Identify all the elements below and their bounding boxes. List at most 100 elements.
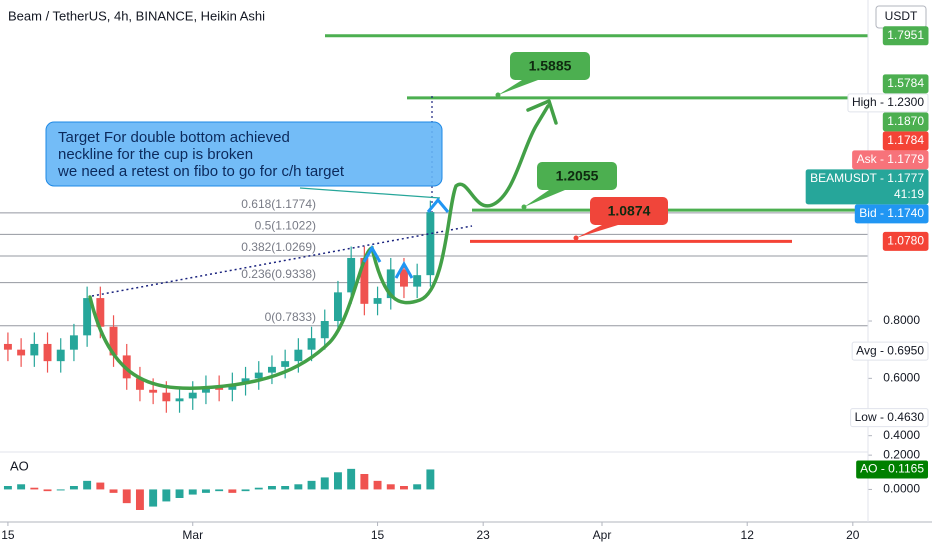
blue-arrow — [362, 244, 382, 263]
y-tick-label: 0.4000 — [883, 428, 920, 442]
callout-anchor — [573, 235, 579, 241]
candle-body — [254, 372, 263, 379]
indicator-bar — [109, 489, 118, 493]
indicator-bar — [43, 489, 52, 492]
candle-body — [228, 384, 237, 390]
indicator-bar — [96, 482, 105, 490]
x-tick-label: 23 — [476, 528, 490, 542]
candle-body — [347, 257, 356, 293]
indicator-value-label: AO - 0.1165 — [860, 462, 924, 476]
callout-box — [590, 197, 668, 225]
indicator-bar — [201, 489, 210, 493]
candle-body — [43, 343, 52, 362]
under-layer: 0.618(1.1774) 0.5(1.1022) 0.382(1.0269) 0.2… — [0, 34, 872, 526]
candle-body — [294, 349, 303, 362]
candle-body — [188, 392, 197, 399]
callout-label: 1.5885 — [529, 58, 572, 74]
price-label-box — [882, 74, 929, 94]
price-label: 1.1870 — [887, 114, 924, 128]
price-label: BEAMUSDT - 1.1777 — [810, 171, 924, 185]
note-line: neckline for the cup is broken — [58, 146, 253, 163]
indicator-bar — [122, 489, 131, 504]
candle-body — [267, 366, 276, 373]
callout-anchor — [495, 92, 501, 98]
fib-label: 0(0.7833) — [265, 310, 316, 324]
candle-body — [69, 335, 78, 350]
x-tick-label: 15 — [1, 528, 15, 542]
callout-label: 1.2055 — [556, 168, 599, 184]
indicator-bar — [69, 486, 78, 490]
price-label-box — [847, 93, 929, 113]
indicator-bar — [294, 484, 303, 490]
price-label-box — [805, 169, 929, 205]
indicator-bar — [333, 472, 342, 490]
price-label: 1.7951 — [887, 28, 924, 42]
callout-label: 1.0874 — [608, 203, 651, 219]
price-countdown: 41:19 — [894, 187, 924, 201]
indicator-bar — [56, 489, 65, 491]
indicator-bar — [17, 484, 26, 490]
candle-body — [281, 361, 290, 367]
price-label: Bid - 1.1740 — [859, 206, 924, 220]
indicator-bar — [426, 469, 435, 490]
price-label: Low - 0.4630 — [855, 410, 925, 424]
indicator-bar — [281, 486, 290, 490]
indicator-bar — [267, 486, 276, 490]
note-box — [45, 121, 443, 187]
indicator-bar — [175, 489, 184, 498]
fib-label: 0.618(1.1774) — [241, 197, 316, 211]
indicator-bar — [30, 487, 39, 490]
indicator-bar — [347, 468, 356, 490]
candle-body — [386, 269, 395, 299]
indicator-value-box — [856, 460, 928, 479]
price-label: 1.0780 — [887, 234, 924, 248]
callout-pointer — [498, 80, 538, 95]
price-label: 1.5784 — [887, 76, 924, 90]
indicator-tick-label: 0.0000 — [883, 482, 920, 496]
indicator-bar — [135, 489, 144, 510]
indicator-bar — [320, 477, 329, 490]
price-label: High - 1.2300 — [852, 95, 924, 109]
y-tick-label: 0.8000 — [883, 313, 920, 327]
candle-body — [56, 349, 65, 362]
y-tick-label: 0.6000 — [883, 371, 920, 385]
indicator-bar — [254, 487, 263, 490]
indicator-bar — [3, 486, 12, 490]
fib-label: 0.5(1.1022) — [255, 219, 316, 233]
price-label-box — [854, 204, 929, 224]
price-label: 1.1784 — [887, 133, 924, 147]
price-label-box — [882, 26, 929, 46]
cup-handle-drawing — [88, 104, 550, 390]
trend-line — [91, 225, 473, 297]
indicator-bar — [188, 489, 197, 495]
indicator-bar — [413, 484, 422, 490]
marks-layer — [3, 200, 435, 510]
x-tick-label: 12 — [741, 528, 755, 542]
candle-body — [241, 378, 250, 385]
price-label: Avg - 0.6950 — [856, 343, 924, 357]
x-tick-label: Mar — [182, 528, 203, 542]
candle-body — [373, 298, 382, 304]
candle-body — [215, 386, 224, 390]
fib-label: 0.382(1.0269) — [241, 240, 316, 254]
callout-pointer — [524, 190, 565, 207]
chart-title: Beam / TetherUS, 4h, BINANCE, Heikin Ash… — [8, 8, 265, 23]
indicator-bar — [83, 480, 92, 490]
arrow-head — [526, 99, 558, 125]
indicator-bar — [162, 489, 171, 502]
indicator-bar — [215, 489, 224, 492]
callout-box — [510, 52, 590, 80]
price-label: Ask - 1.1779 — [857, 152, 925, 166]
price-label-box — [882, 112, 929, 132]
callout-anchor — [521, 204, 527, 210]
candle-body — [149, 389, 158, 393]
candle-body — [96, 298, 105, 327]
indicator-bar — [307, 480, 316, 490]
candle-body — [83, 298, 92, 336]
candle-body — [333, 292, 342, 322]
indicator-bar — [149, 489, 158, 507]
price-label-box — [882, 131, 929, 151]
note-line: Target For double bottom achieved — [58, 129, 290, 146]
